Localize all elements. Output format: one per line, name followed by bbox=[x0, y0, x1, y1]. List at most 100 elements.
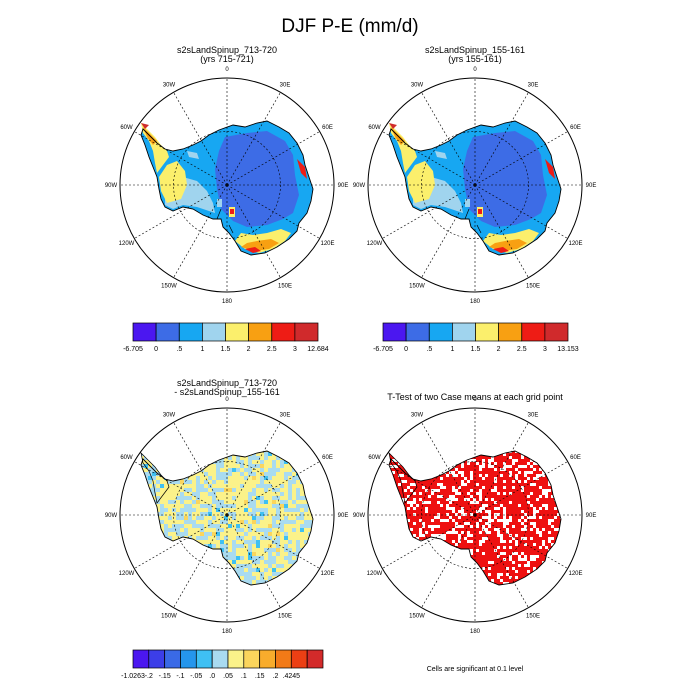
lon-label: 30W bbox=[163, 83, 176, 89]
colorbar-box bbox=[202, 322, 226, 342]
lon-label: 60E bbox=[322, 455, 333, 461]
colorbar-label: .1 bbox=[241, 673, 247, 680]
panel-3: s2sLandSpinup_713-720- s2sLandSpinup_155… bbox=[105, 378, 349, 680]
colorbar-label: .05 bbox=[223, 673, 233, 680]
colorbar-label: 0 bbox=[404, 346, 408, 353]
colorbar-label: 1 bbox=[450, 346, 454, 353]
lon-label: 150W bbox=[409, 284, 425, 290]
lon-label: 120W bbox=[367, 571, 383, 577]
lon-label: 0 bbox=[225, 67, 229, 73]
page-title: DJF P-E (mm/d) bbox=[281, 16, 418, 37]
lon-label: 150E bbox=[526, 284, 540, 290]
panel-4: T-Test of two Case means at each grid po… bbox=[353, 392, 597, 673]
lon-label: 120E bbox=[568, 571, 582, 577]
panel-title: (yrs 155-161) bbox=[448, 54, 502, 64]
colorbar-label: -6.705 bbox=[123, 346, 143, 353]
lon-label: 90E bbox=[338, 183, 349, 189]
colorbar-label: 2.5 bbox=[517, 346, 527, 353]
colorbar-box bbox=[544, 322, 569, 342]
lon-label: 60E bbox=[570, 455, 581, 461]
colorbar-label: -.15 bbox=[159, 673, 171, 680]
colorbar-label: .5 bbox=[176, 346, 182, 353]
colorbar-label: -.2 bbox=[145, 673, 153, 680]
lon-label: 90W bbox=[105, 513, 118, 519]
colorbar-box bbox=[178, 322, 203, 342]
colorbar-box bbox=[290, 649, 308, 669]
lon-label: 90W bbox=[353, 183, 366, 189]
polar-map: 0 30E 60E 90E 120E 150E 180 150W 120W 90W 60W 30W bbox=[353, 67, 597, 305]
polar-map: 0 30E 60E 90E 120E 150E 180 150W 120W 90W 60W 30W bbox=[105, 67, 349, 305]
lon-label: 0 bbox=[225, 397, 229, 403]
lon-label: 90W bbox=[353, 513, 366, 519]
colorbar-box bbox=[521, 322, 546, 342]
panel-title: T-Test of two Case means at each grid po… bbox=[387, 392, 563, 402]
colorbar-box bbox=[294, 322, 319, 342]
panel-2: s2sLandSpinup_155-161(yrs 155-161) 0 30E 60… bbox=[353, 45, 597, 353]
colorbar-label: 0 bbox=[154, 346, 158, 353]
colorbar-label: 3 bbox=[543, 346, 547, 353]
colorbar-box bbox=[164, 649, 181, 669]
lon-label: 90E bbox=[586, 513, 597, 519]
lon-label: 150E bbox=[278, 614, 292, 620]
colorbar-box bbox=[306, 649, 324, 669]
lon-label: 30W bbox=[411, 83, 424, 89]
colorbar-box bbox=[195, 649, 213, 669]
colorbar-label: -.1 bbox=[176, 673, 184, 680]
lon-label: 60W bbox=[120, 125, 133, 131]
colorbar-label: .2 bbox=[273, 673, 279, 680]
polar-map: 0 30E 60E 90E 120E 150E 180 150W 120W 90W 60W 30W bbox=[105, 397, 349, 635]
lon-label: 60E bbox=[570, 125, 581, 131]
lon-label: 60E bbox=[322, 125, 333, 131]
colorbar-label: .5 bbox=[426, 346, 432, 353]
colorbar-box bbox=[452, 322, 476, 342]
lon-label: 120W bbox=[119, 241, 135, 247]
lon-label: 120W bbox=[119, 571, 135, 577]
colorbar-label: 1.5 bbox=[471, 346, 481, 353]
lon-label: 180 bbox=[222, 629, 233, 635]
lon-label: 90E bbox=[338, 513, 349, 519]
panel-title: s2sLandSpinup_155-161 bbox=[425, 45, 525, 55]
colorbar-label: .15 bbox=[255, 673, 265, 680]
colorbar-label: 13.153 bbox=[557, 346, 579, 353]
colorbar-box bbox=[132, 649, 150, 669]
colorbar-box bbox=[498, 322, 523, 342]
colorbar-box bbox=[275, 649, 292, 669]
colorbar-box bbox=[132, 322, 157, 342]
lon-label: 60W bbox=[368, 125, 381, 131]
lon-label: 120E bbox=[320, 571, 334, 577]
lon-label: 30W bbox=[163, 413, 176, 419]
lon-label: 180 bbox=[470, 629, 481, 635]
colorbar-box bbox=[227, 649, 245, 669]
panel-title: s2sLandSpinup_713-720 bbox=[177, 45, 277, 55]
colorbar-box bbox=[225, 322, 249, 342]
colorbar-label: 1 bbox=[200, 346, 204, 353]
lon-label: 90E bbox=[586, 183, 597, 189]
lon-label: 60W bbox=[120, 455, 133, 461]
colorbar-label: 2 bbox=[497, 346, 501, 353]
colorbar-box bbox=[180, 649, 197, 669]
lon-label: 30W bbox=[411, 413, 424, 419]
lon-label: 180 bbox=[470, 299, 481, 305]
lon-label: 0 bbox=[473, 397, 477, 403]
colorbar-label: .0 bbox=[209, 673, 215, 680]
lon-label: 0 bbox=[473, 67, 477, 73]
lon-label: 150W bbox=[161, 284, 177, 290]
colorbar-box bbox=[248, 322, 273, 342]
colorbar-label: 2.5 bbox=[267, 346, 277, 353]
lon-label: 150W bbox=[409, 614, 425, 620]
lon-label: 150E bbox=[526, 614, 540, 620]
lon-label: 120E bbox=[320, 241, 334, 247]
lon-label: 30E bbox=[528, 413, 539, 419]
colorbar-label: 2 bbox=[247, 346, 251, 353]
panel-title: (yrs 715-721) bbox=[200, 54, 254, 64]
colorbar-label: -6.705 bbox=[373, 346, 393, 353]
lon-label: 180 bbox=[222, 299, 233, 305]
colorbar-box bbox=[405, 322, 430, 342]
colorbar-box bbox=[148, 649, 165, 669]
colorbar-box bbox=[211, 649, 229, 669]
colorbar-box bbox=[428, 322, 453, 342]
lon-label: 60W bbox=[368, 455, 381, 461]
colorbar-label: 12.684 bbox=[307, 346, 329, 353]
panel-title: - s2sLandSpinup_155-161 bbox=[174, 387, 280, 397]
